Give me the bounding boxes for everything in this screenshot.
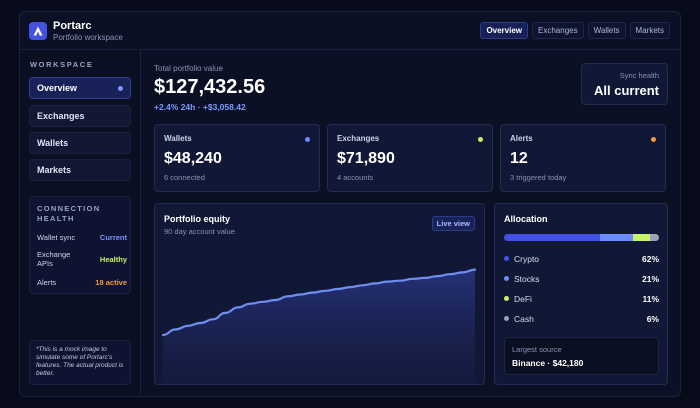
disclaimer-note: *This is a mock image to simulate some o… <box>29 340 131 385</box>
allocation-percent: 6% <box>646 314 659 324</box>
wallets-card[interactable]: Wallets $48,240 6 connected <box>154 124 320 192</box>
allocation-segment-stocks <box>600 234 633 241</box>
app-subtitle: Portfolio workspace <box>53 33 123 42</box>
active-dot-icon <box>118 86 123 91</box>
main-content: Total portfolio value $127,432.56 +2.4% … <box>142 50 680 396</box>
defi-dot-icon <box>504 296 509 301</box>
allocation-segment-crypto <box>504 234 601 241</box>
portfolio-change: +2.4% 24h · +$3,058.42 <box>154 102 246 112</box>
card-value: $48,240 <box>164 150 222 167</box>
portarc-logo-icon <box>29 22 47 40</box>
allocation-name: DeFi <box>514 294 532 304</box>
status-dot-icon <box>305 137 310 142</box>
tab-wallets[interactable]: Wallets <box>587 22 626 39</box>
tab-markets[interactable]: Markets <box>629 22 670 39</box>
allocation-name: Cash <box>514 314 534 324</box>
sidebar-item-label: Overview <box>37 83 78 93</box>
sidebar: WORKSPACE Overview Exchanges Wallets Mar… <box>20 50 141 396</box>
equity-title: Portfolio equity <box>164 214 230 224</box>
alerts-card[interactable]: Alerts 12 3 triggered today <box>500 124 666 192</box>
card-value: 12 <box>510 150 528 167</box>
sidebar-section-title: WORKSPACE <box>30 60 94 69</box>
card-subtext: 3 triggered today <box>510 173 567 182</box>
largest-source-label: Largest source <box>512 345 562 354</box>
live-view-button[interactable]: Live view <box>431 216 475 231</box>
allocation-title: Allocation <box>504 214 548 224</box>
equity-subtitle: 90 day account value <box>164 227 235 236</box>
allocation-name: Stocks <box>514 274 540 284</box>
allocation-percent: 62% <box>641 254 659 264</box>
card-title: Exchanges <box>337 134 380 143</box>
status-dot-icon <box>651 137 656 142</box>
sidebar-item-wallets[interactable]: Wallets <box>29 132 131 154</box>
equity-line <box>161 268 477 337</box>
sidebar-item-label: Markets <box>37 165 72 175</box>
sidebar-item-markets[interactable]: Markets <box>29 159 131 181</box>
card-value: $71,890 <box>337 150 395 167</box>
card-subtext: 4 accounts <box>337 173 374 182</box>
sidebar-item-exchanges[interactable]: Exchanges <box>29 105 131 127</box>
sidebar-item-overview[interactable]: Overview <box>29 77 131 99</box>
crypto-dot-icon <box>504 256 509 261</box>
largest-source-card: Largest source Binance · $42,180 <box>504 337 659 375</box>
allocation-percent: 11% <box>642 294 659 304</box>
exchanges-card[interactable]: Exchanges $71,890 4 accounts <box>327 124 493 192</box>
portfolio-equity-panel: Portfolio equity 90 day account value Li… <box>154 203 485 385</box>
connection-status: Healthy <box>99 255 127 264</box>
allocation-segment-cash <box>649 234 659 241</box>
tab-overview[interactable]: Overview <box>480 22 529 39</box>
connection-key: Wallet sync <box>37 233 76 242</box>
equity-chart <box>161 268 477 384</box>
status-dot-icon <box>478 137 483 142</box>
connection-status: 18 active <box>95 278 127 287</box>
top-bar: Portarc Portfolio workspace Overview Exc… <box>20 12 680 50</box>
app-name: Portarc <box>53 20 92 32</box>
allocation-bar <box>504 234 659 241</box>
card-title: Wallets <box>164 134 192 143</box>
sync-health-value: All current <box>593 83 659 98</box>
portfolio-value-label: Total portfolio value <box>154 64 223 73</box>
top-nav: Overview Exchanges Wallets Markets <box>480 22 670 39</box>
sidebar-item-label: Exchanges <box>37 111 85 121</box>
allocation-panel: Allocation Crypto 62% Stocks 21% DeFi 11… <box>494 203 668 385</box>
sync-health-label: Sync health <box>619 71 659 80</box>
card-subtext: 6 connected <box>164 173 205 182</box>
connection-health-panel: CONNECTION HEALTH Wallet sync Current Ex… <box>29 196 131 294</box>
cash-dot-icon <box>504 316 509 321</box>
connection-status: Current <box>99 233 127 242</box>
tab-exchanges[interactable]: Exchanges <box>532 22 584 39</box>
stocks-dot-icon <box>504 276 509 281</box>
allocation-name: Crypto <box>514 254 540 264</box>
portfolio-value: $127,432.56 <box>154 76 266 98</box>
card-title: Alerts <box>510 134 533 143</box>
equity-area <box>163 269 475 384</box>
largest-source-value: Binance · $42,180 <box>512 358 584 368</box>
sidebar-item-label: Wallets <box>37 138 69 148</box>
app-window: Portarc Portfolio workspace Overview Exc… <box>19 11 681 397</box>
connection-key: Alerts <box>37 278 57 287</box>
connection-health-title: CONNECTION HEALTH <box>37 204 101 223</box>
allocation-percent: 21% <box>641 274 659 284</box>
allocation-segment-defi <box>632 234 650 241</box>
sync-health-card: Sync health All current <box>581 63 668 105</box>
connection-key: Exchange APIs <box>37 250 71 268</box>
